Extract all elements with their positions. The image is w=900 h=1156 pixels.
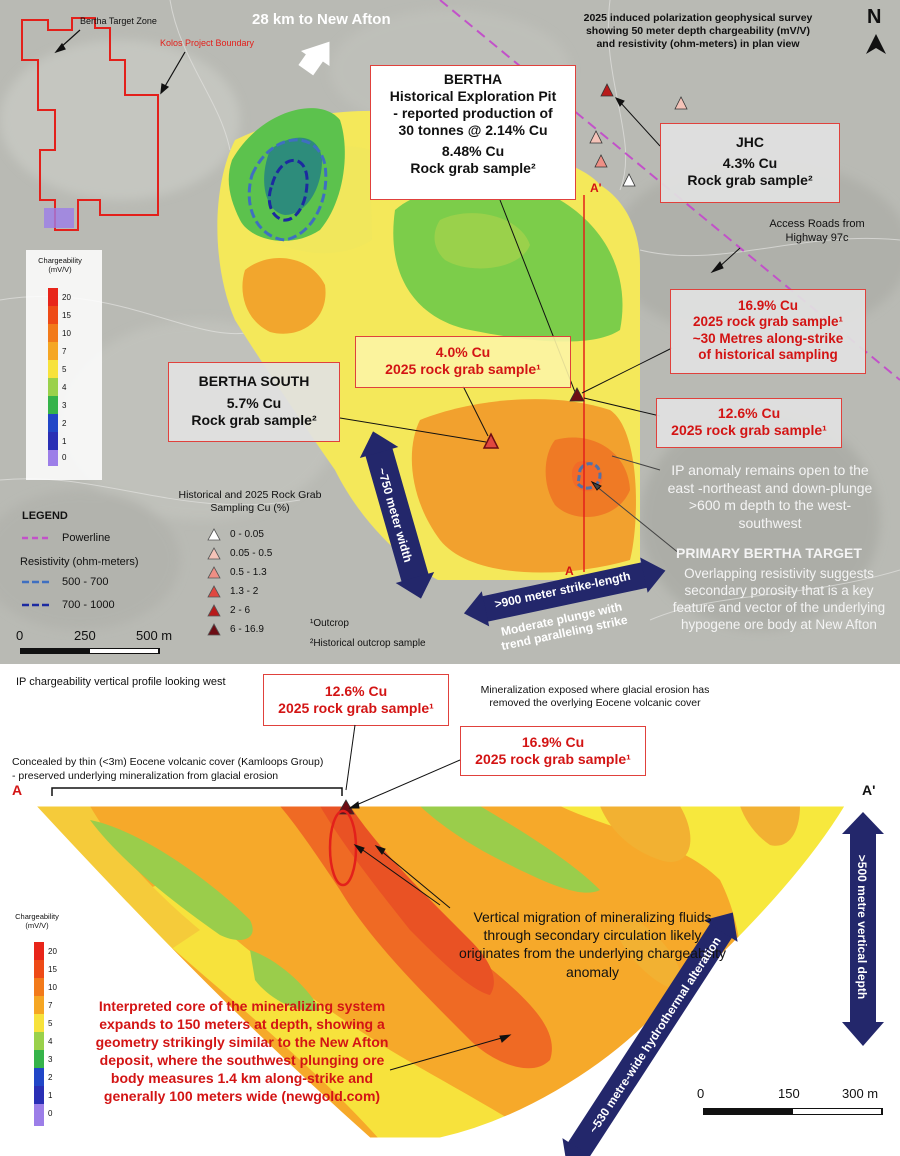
vertical-depth-label: >500 metre vertical depth: [855, 854, 869, 1000]
chargeability-title-section: Chargeability (mV/V): [15, 912, 59, 930]
map-scale-0: 0: [16, 628, 24, 643]
cu-legend-item: 0.5 - 1.3: [230, 567, 267, 578]
section-label-a2: A': [862, 782, 876, 798]
legend-res-2: 700 - 1000: [62, 599, 115, 611]
section-scale-150: 150: [778, 1086, 800, 1101]
bertha-box: BERTHA Historical Exploration Pit - repo…: [370, 65, 576, 200]
bertha-south-box: BERTHA SOUTH 5.7% Cu Rock grab sample²: [168, 362, 340, 442]
cu-126-section-box: 12.6% Cu 2025 rock grab sample¹: [263, 674, 449, 726]
concealed-note-2: - preserved underlying mineralization fr…: [12, 770, 279, 782]
kolos-boundary-label: Kolos Project Boundary: [160, 38, 255, 48]
section-scale-300: 300 m: [842, 1086, 879, 1101]
section-label-a: A: [12, 782, 23, 798]
north-label: N: [867, 6, 882, 28]
primary-target-text: Overlapping resistivity suggests seconda…: [672, 566, 886, 632]
cover-bracket: [51, 787, 343, 796]
footnote-1: ¹Outcrop: [310, 618, 349, 629]
strike-arrow: [463, 557, 666, 627]
chargeability-colorbar-section: [34, 942, 44, 1126]
footnote-2: ²Historical outcrop sample: [310, 638, 426, 649]
width-arrow: [359, 431, 435, 599]
legend-powerline: Powerline: [62, 532, 111, 544]
cu-169-section-box: 16.9% Cu 2025 rock grab sample¹: [460, 726, 646, 776]
new-afton-label: 28 km to New Afton: [252, 11, 391, 28]
inset-arrows: [54, 29, 186, 95]
migration-note: Vertical migration of mineralizing fluid…: [459, 909, 726, 980]
pointer-lines: [339, 97, 741, 555]
resistivity-contours: [247, 138, 602, 490]
chargeability-colorbar-plan: [26, 250, 102, 480]
cu-126-map-box: 12.6% Cu 2025 rock grab sample¹: [656, 398, 842, 448]
cu-sample-points: [482, 83, 688, 449]
cu-legend-item: 1.3 - 2: [230, 586, 259, 597]
section-label-a2-map: A': [590, 181, 602, 195]
legend-symbols: [22, 536, 52, 607]
kolos-boundary-inset: [21, 17, 159, 231]
primary-target-title: PRIMARY BERTHA TARGET: [676, 545, 862, 561]
section-scale-0: 0: [697, 1086, 705, 1101]
legend-title: LEGEND: [22, 510, 68, 522]
chargeability-title-plan: Chargeability (mV/V): [38, 256, 82, 274]
cu-legend-title: Historical and 2025 Rock Grab Sampling C…: [178, 489, 322, 515]
section-label-a-map: A: [565, 564, 574, 578]
core-note: Interpreted core of the mineralizing sys…: [95, 998, 389, 1104]
bertha-zone-label: Bertha Target Zone: [80, 16, 157, 26]
legend-res-1: 500 - 700: [62, 576, 109, 588]
sample-highlight: [328, 809, 358, 887]
section-title: IP chargeability vertical profile lookin…: [16, 676, 226, 688]
cu-legend-symbols: [207, 528, 221, 636]
cu-legend-item: 0.05 - 0.5: [230, 548, 273, 559]
hydrothermal-arrow: [562, 912, 738, 1156]
map-scale-bar: [20, 648, 160, 654]
concealed-note-1: Concealed by thin (<3m) Eocene volcanic …: [12, 756, 324, 768]
map-scale-250: 250: [74, 628, 96, 643]
map-scale-500: 500 m: [136, 628, 173, 643]
cu-legend-item: 0 - 0.05: [230, 529, 264, 540]
cu-legend-item: 2 - 6: [230, 605, 251, 616]
section-profile: [34, 724, 884, 1156]
glacial-note: Mineralization exposed where glacial ero…: [480, 684, 710, 710]
legend-resistivity-title: Resistivity (ohm-meters): [20, 556, 139, 568]
plan-view-map: N 28 km to New Afton Bertha Target Zone …: [0, 0, 900, 664]
survey-title: 2025 induced polarization geophysical su…: [583, 12, 813, 51]
ip-anomaly-note: IP anomaly remains open to the east -nor…: [667, 462, 873, 531]
cu-169-map-box: 16.9% Cu 2025 rock grab sample¹ ~30 Metr…: [670, 289, 866, 374]
cu-40-box: 4.0% Cu 2025 rock grab sample¹: [355, 336, 571, 388]
access-roads-label: Access Roads from Highway 97c: [769, 218, 865, 244]
depth-arrow: [842, 812, 884, 1046]
jhc-box: JHC 4.3% Cu Rock grab sample²: [660, 123, 840, 203]
section-scale-bar: [703, 1108, 883, 1115]
cu-legend-item: 6 - 16.9: [230, 624, 264, 635]
new-afton-arrow: [298, 41, 330, 76]
north-arrow-icon: [866, 34, 886, 54]
